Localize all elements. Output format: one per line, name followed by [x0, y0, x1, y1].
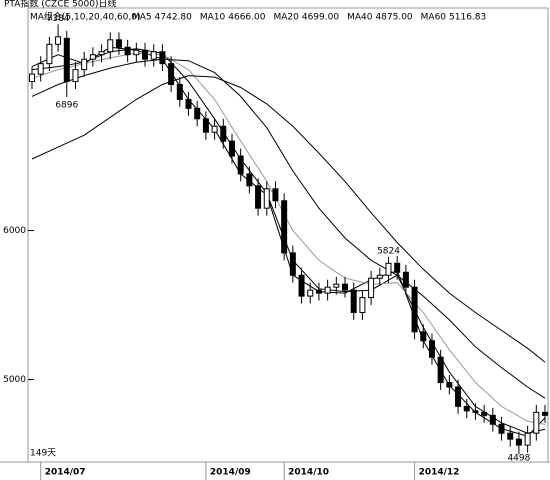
legend-name: MA60 — [421, 13, 447, 23]
candle-body — [202, 118, 209, 133]
ma-line — [31, 46, 546, 437]
candle-body — [98, 51, 105, 56]
candle-body — [272, 188, 279, 202]
candle-body — [411, 286, 418, 333]
candle-body — [142, 49, 149, 60]
legend-value: 5116.83 — [449, 13, 486, 23]
candle-body — [255, 185, 262, 209]
candle-body — [498, 423, 505, 434]
candle-body — [211, 125, 218, 133]
candle-body — [159, 51, 166, 65]
candle-body — [515, 438, 522, 446]
candle-body — [394, 262, 401, 273]
candle-body — [481, 411, 488, 416]
candle-body — [46, 43, 53, 65]
candle-body — [463, 405, 470, 412]
x-tick-label: 2014/12 — [419, 468, 460, 478]
candle-body — [489, 414, 496, 425]
candle-body — [237, 155, 244, 175]
candle-body — [333, 283, 340, 288]
bar-count-label: 149天 — [30, 449, 56, 459]
x-tick-label: 2014/07 — [45, 468, 86, 478]
candle-body — [72, 69, 79, 83]
low-label: 6896 — [55, 101, 78, 111]
legend-value: 4742.80 — [155, 13, 192, 23]
candle-body — [350, 289, 357, 313]
candle-body — [342, 283, 349, 291]
legend-value: 4699.00 — [302, 13, 339, 23]
candle-body — [307, 289, 314, 297]
candle-body — [37, 63, 44, 75]
candle-body — [446, 382, 453, 388]
candle-body — [324, 286, 331, 294]
candle-body — [376, 274, 383, 279]
candle-body — [420, 331, 427, 342]
candle-body — [150, 51, 157, 60]
ma-line — [31, 48, 546, 434]
candle-body — [298, 274, 305, 297]
candle-body — [176, 84, 183, 100]
candle-body — [542, 411, 548, 416]
candle-body — [89, 54, 96, 60]
candle-body — [168, 63, 175, 86]
candle-body — [246, 173, 253, 187]
high-label: 7384 — [47, 14, 70, 24]
legend-name: MA10 — [200, 13, 226, 23]
candle-body — [507, 432, 514, 440]
candle-body — [124, 46, 131, 56]
candle-body — [437, 356, 444, 384]
legend-name: MA20 — [273, 13, 299, 23]
candle-body — [263, 188, 270, 209]
legend-name: MA5 — [132, 13, 152, 23]
candle-body — [220, 125, 227, 142]
y-tick-label: 5000 — [3, 375, 26, 385]
candle-body — [55, 36, 62, 45]
candle-body — [402, 271, 409, 288]
candle-body — [368, 277, 375, 299]
chart-title: PTA指数 (CZCE 5000)日线 — [4, 0, 116, 10]
candle-body — [315, 289, 322, 294]
low-label: 4498 — [507, 454, 530, 464]
candle-body — [472, 410, 479, 413]
candle-body — [385, 262, 392, 276]
candle-body — [359, 297, 366, 313]
candle-body — [115, 39, 122, 48]
y-tick-label: 6000 — [3, 226, 26, 236]
candle-body — [63, 37, 70, 83]
candle-body — [133, 49, 140, 56]
high-label: 5824 — [377, 246, 400, 256]
candle-body — [289, 252, 296, 276]
candle-body — [194, 107, 201, 120]
candle-body — [281, 200, 288, 254]
x-tick-label: 2014/09 — [210, 468, 251, 478]
candle-body — [185, 98, 192, 109]
candle-body — [29, 73, 35, 83]
candle-body — [455, 386, 462, 407]
legend-value: 4666.00 — [228, 13, 265, 23]
candle-body — [81, 58, 88, 71]
legend-value: 4875.00 — [375, 13, 412, 23]
ma-group-label: MA组合(5,10,20,40,60,0) — [30, 11, 141, 23]
x-tick-label: 2014/10 — [288, 468, 329, 478]
candle-body — [228, 140, 235, 157]
candle-body — [533, 411, 540, 434]
candle-body — [428, 340, 435, 358]
ma-line — [31, 52, 546, 425]
candle-body — [107, 39, 114, 53]
legend-name: MA40 — [347, 13, 373, 23]
ma-line — [31, 58, 546, 399]
ma-line — [31, 75, 546, 363]
plot-frame — [27, 7, 549, 463]
candle-body — [524, 432, 531, 446]
